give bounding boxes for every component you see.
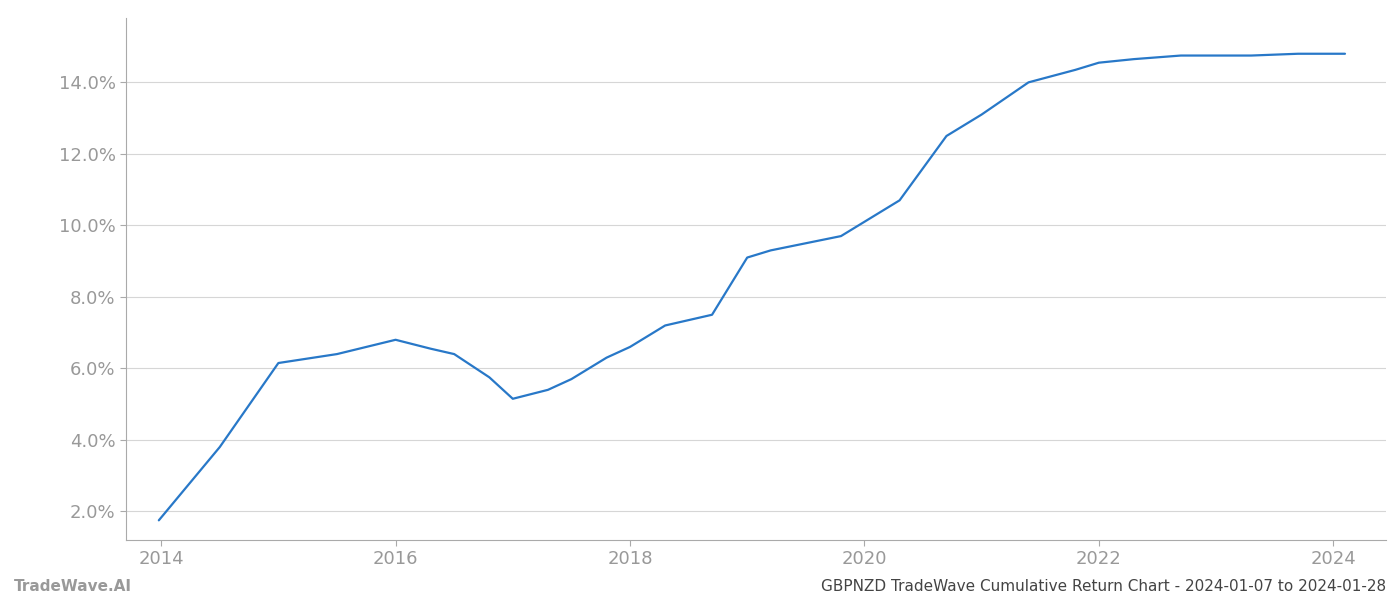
Text: TradeWave.AI: TradeWave.AI — [14, 579, 132, 594]
Text: GBPNZD TradeWave Cumulative Return Chart - 2024-01-07 to 2024-01-28: GBPNZD TradeWave Cumulative Return Chart… — [820, 579, 1386, 594]
